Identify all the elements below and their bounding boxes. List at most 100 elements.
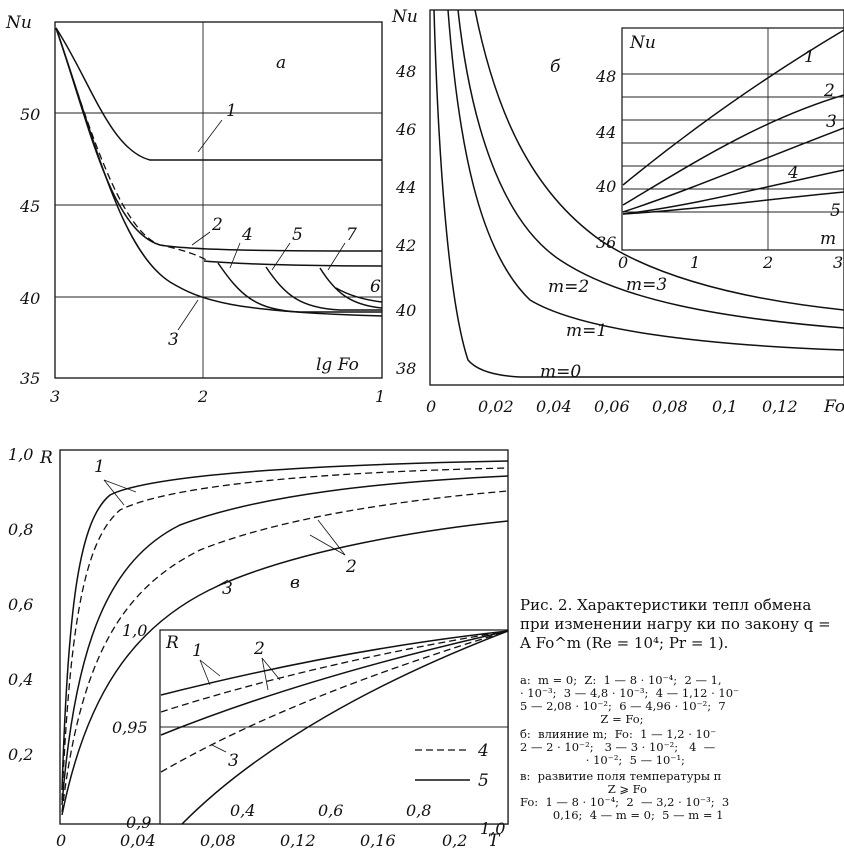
panel-a-curve-7	[319, 267, 383, 309]
panel-b-ylabel: Nu	[391, 7, 418, 27]
panel-v-curve-1-dashed	[61, 467, 509, 801]
panel-b-ytick: 44	[395, 178, 416, 197]
panel-v-leader	[209, 579, 229, 591]
panel-a-curve-6	[335, 287, 383, 303]
panel-v-inset-leader	[261, 657, 281, 681]
panel-b-ytick: 42	[395, 236, 416, 255]
panel-v-xlabel: T	[488, 831, 501, 851]
panel-b-inset-ytick: 40	[595, 177, 616, 196]
panel-v-inset-curve-2-dashed	[160, 630, 509, 773]
panel-a-frame	[54, 21, 383, 379]
panel-b-inset-xlabel: m	[820, 229, 836, 249]
panel-b-ytick: 40	[395, 301, 416, 320]
panel-a-leader	[197, 119, 223, 153]
panel-b-xtick: 0	[426, 397, 436, 416]
panel-a-curve-1	[55, 27, 382, 161]
figure-caption-title: Рис. 2. Характеристики тепл обмена при и…	[520, 596, 831, 652]
panel-v-inset-curve-label: 2	[253, 639, 265, 659]
panel-b-xlabel: Fo	[823, 397, 844, 417]
panel-v-inset-legend-label: 4	[477, 741, 489, 761]
panel-b-curve-label: m=3	[626, 275, 667, 295]
panel-v-inset-curve-label: 1	[192, 641, 203, 661]
panel-b-inset-ytick: 48	[595, 67, 616, 86]
panel-a-ylabel: Nu	[5, 13, 32, 33]
panel-v-xtick: 0	[56, 831, 66, 850]
panel-v-leader	[309, 534, 346, 556]
panel-v-ylabel: R	[39, 448, 53, 468]
panel-v-ytick: 0,2	[8, 745, 33, 764]
panel-v-ytick: 0,8	[8, 520, 33, 539]
panel-v-leader	[103, 479, 125, 506]
panel-v-curve-label: 1	[94, 457, 105, 477]
figure-caption-note-b: б: влияние m; Fo: 1 — 1,2 · 10⁻ 2 — 2 · …	[520, 727, 717, 767]
panel-b-ytick: 46	[395, 120, 416, 139]
panel-v-xtick: 0,2	[442, 831, 467, 850]
panel-b-xtick: 0,08	[652, 397, 688, 416]
figure-caption-note-v: в: развитие поля температуры п Z ⩾ Fo Fo…	[520, 769, 730, 822]
panel-b-inset-xtick: 3	[833, 253, 843, 272]
panel-a-xtick: 2	[197, 387, 208, 406]
panel-b-inset-ylabel: Nu	[629, 33, 656, 53]
panel-b-inset-xtick: 0	[618, 253, 628, 272]
panel-b-curve-label: m=1	[566, 321, 607, 341]
panel-b-xtick: 0,06	[594, 397, 630, 416]
panel-a-curve-3	[55, 27, 383, 317]
panel-v-inset-leader	[199, 659, 221, 677]
panel-v-curve-3	[61, 520, 509, 816]
panel-a-curve-label: 5	[292, 225, 303, 245]
panel-v-inset-curve-2	[160, 630, 509, 736]
panel-a-letter: а	[276, 53, 286, 73]
panel-b-inset-curve-label: 1	[804, 47, 815, 67]
panel-b-inset: Nu 48 44 40 36 0 1 2 3 m 1 2 3 4 5	[595, 27, 844, 272]
panel-v-inset-xtick: 0,4	[230, 801, 255, 820]
panel-b-inset-ytick: 44	[595, 123, 616, 142]
panel-b-inset-curve-label: 2	[823, 81, 835, 101]
panel-a-ytick: 40	[19, 289, 40, 308]
panel-v-inset-curve-3	[181, 630, 509, 825]
panel-b-letter: б	[550, 57, 561, 77]
panel-a-leader	[177, 299, 199, 331]
panel-a-curve-4b	[217, 262, 382, 313]
panel-v-xtick: 0,08	[200, 831, 236, 850]
panel-v-xtick: 0,04	[120, 831, 156, 850]
panel-v-inset-leader	[261, 657, 269, 691]
panel-v-inset-leader	[199, 659, 211, 686]
panel-v-inset-xtick: 1,0	[480, 819, 505, 838]
panel-v-curve-1	[61, 460, 509, 791]
panel-v-inset-ylabel: R	[165, 633, 179, 653]
panel-v-inset-leader	[211, 744, 227, 753]
panel-a-curve-label: 7	[346, 225, 357, 245]
panel-b-inset-curve-4	[622, 169, 844, 215]
panel-a-leader	[229, 242, 241, 269]
panel-a-leader	[327, 242, 346, 271]
panel-v-xtick: 0,12	[280, 831, 316, 850]
panel-v-leader	[317, 519, 346, 556]
panel-b: Nu б 48 46 44 42 40 38 0 0,02 0,04 0,06 …	[391, 7, 844, 417]
figure-caption-note-a: а: m = 0; Z: 1 — 8 · 10⁻⁴; 2 — 1, · 10⁻³…	[520, 673, 740, 726]
panel-b-inset-curve-2	[622, 94, 844, 206]
panel-a-curve-label: 4	[241, 225, 253, 245]
panel-v-inset-ytick: 0,9	[126, 813, 151, 832]
panel-v-ytick: 0,4	[8, 670, 33, 689]
panel-v-curve-2	[61, 475, 509, 806]
panel-b-inset-curve-label: 4	[787, 163, 799, 183]
panel-v-curve-label: 3	[222, 579, 233, 599]
panel-a-curve-2-dashed	[55, 27, 211, 263]
panel-a-xtick: 1	[375, 387, 385, 406]
panel-v-inset-legend-label: 5	[478, 771, 489, 791]
panel-b-curve-m1	[447, 9, 844, 351]
panel-a-ytick: 35	[20, 369, 40, 388]
panel-v-ytick: 1,0	[8, 445, 33, 464]
panel-a: Nu а lg Fo 50 45 40 35 3 2 1 1 2 3 4 5 6…	[5, 13, 385, 406]
panel-b-xtick: 0,04	[536, 397, 572, 416]
panel-b-inset-curve-3	[622, 127, 844, 213]
panel-a-curve-label: 1	[226, 101, 237, 121]
panel-v-inset-ytick: 0,95	[112, 718, 148, 737]
panel-b-curve-m0	[433, 9, 844, 378]
panel-v-xtick: 0,16	[360, 831, 396, 850]
panel-v-ytick: 0,6	[8, 595, 33, 614]
panel-b-xtick: 0,1	[712, 397, 737, 416]
panel-b-inset-xtick: 2	[762, 253, 773, 272]
panel-a-ytick: 50	[20, 105, 40, 124]
